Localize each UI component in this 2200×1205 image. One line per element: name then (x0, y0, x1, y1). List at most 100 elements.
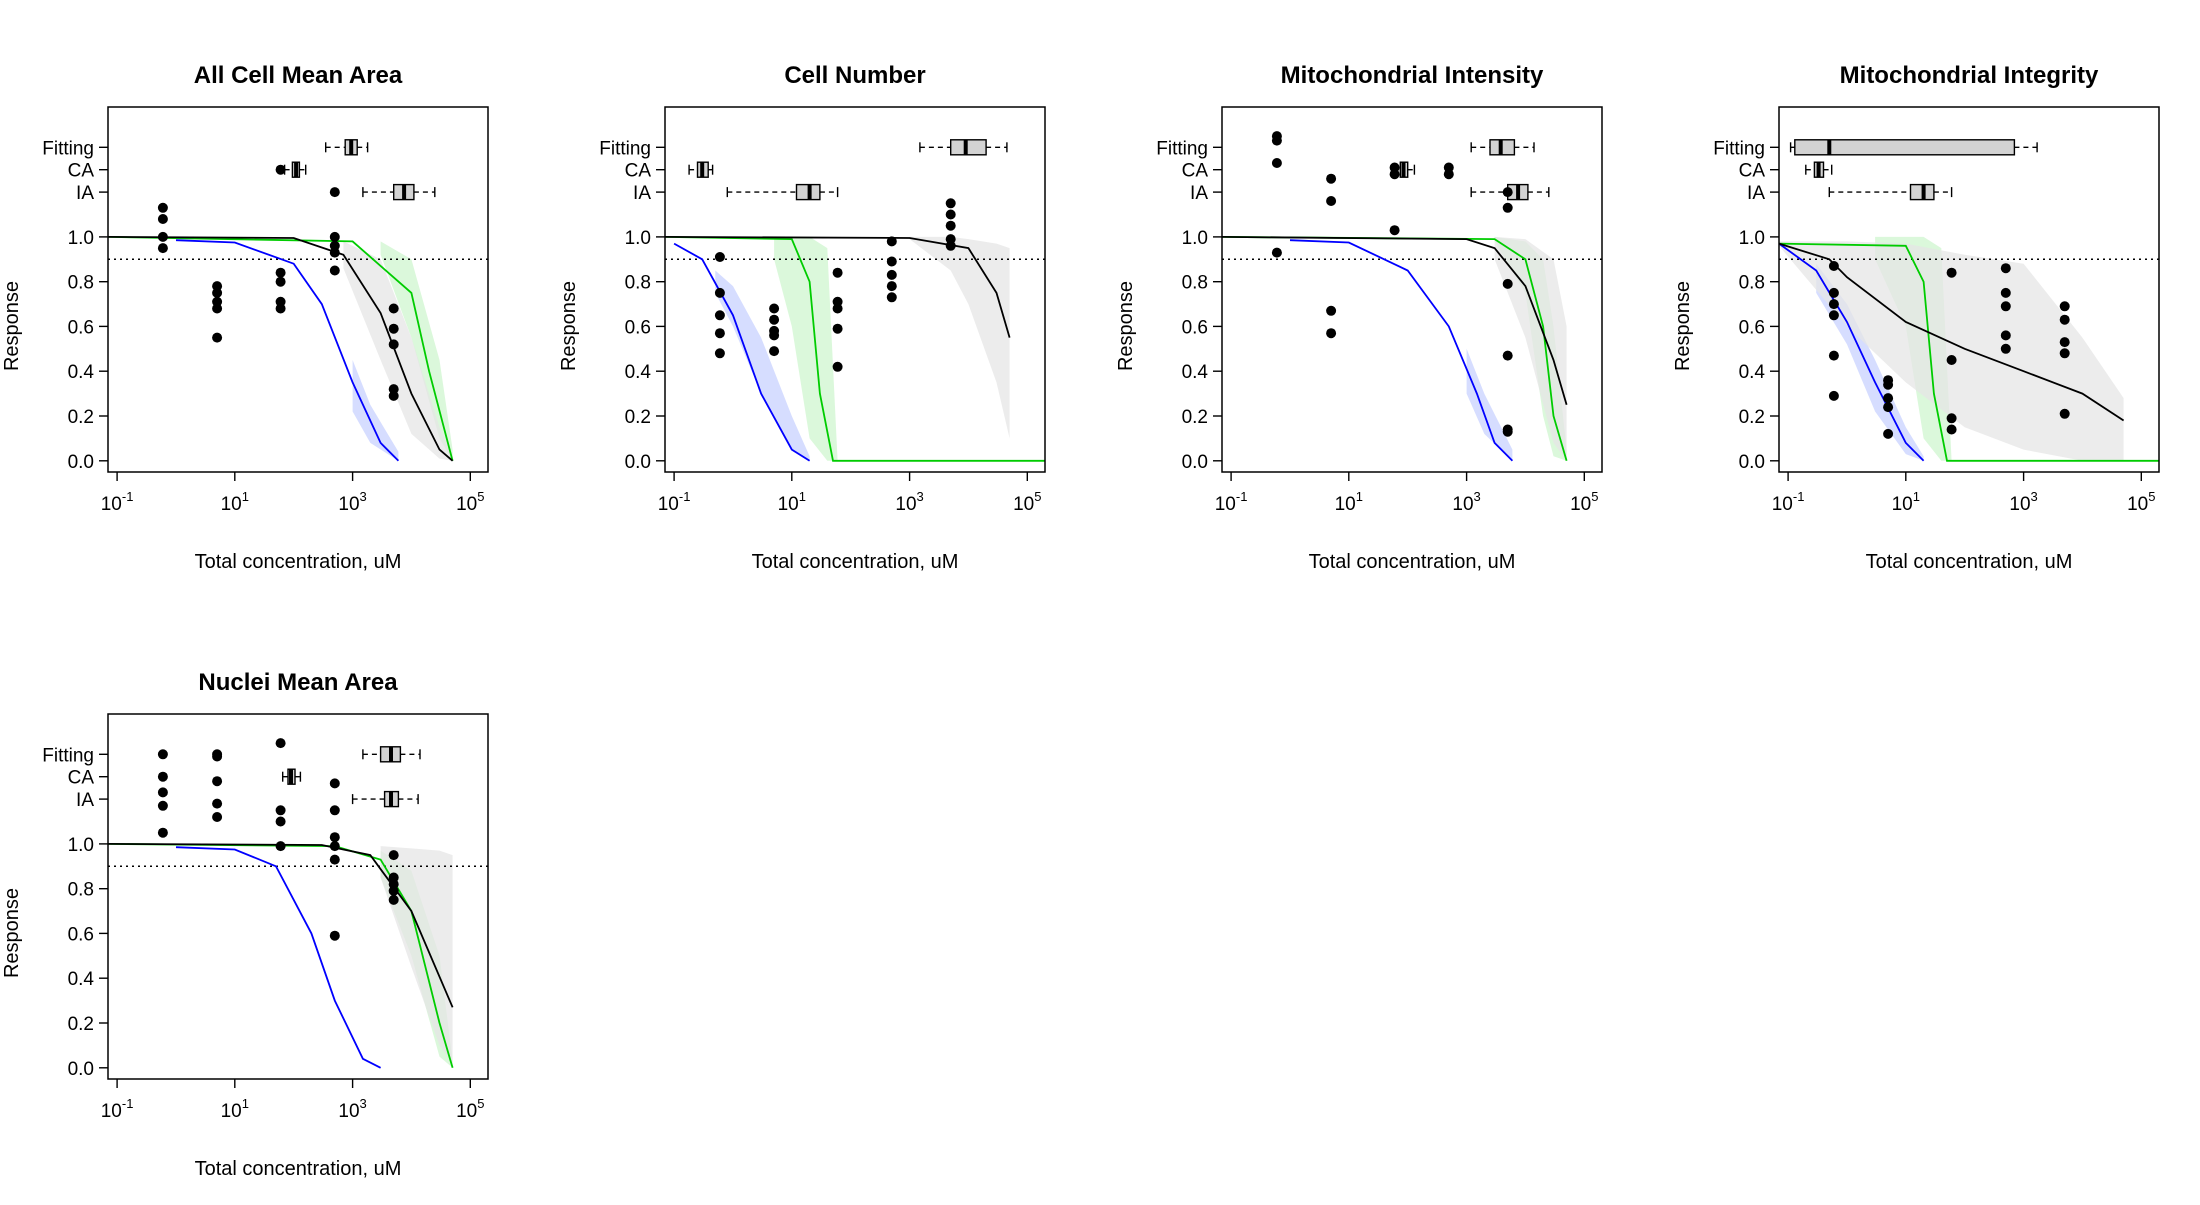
data-point (157, 202, 168, 213)
y-tick-label: 1.0 (68, 228, 94, 249)
data-point (769, 314, 780, 325)
curve-line (1221, 236, 1568, 406)
boxplot-ca (282, 768, 302, 785)
y-tick-label: 1.0 (625, 228, 651, 249)
y-tick-label: 0.2 (625, 407, 651, 428)
data-point (1828, 310, 1839, 321)
y-tick-label: 0.8 (68, 273, 94, 294)
data-point (2059, 301, 2070, 312)
x-tick-label: 101 (221, 489, 249, 515)
data-point (2000, 263, 2011, 274)
boxplot-label: IA (76, 183, 94, 204)
boxplot-label: CA (68, 161, 95, 182)
data-point (1326, 328, 1337, 339)
curve-line (664, 236, 1045, 462)
data-point (275, 841, 286, 852)
x-axis-label: Total concentration, uM (1866, 551, 2073, 573)
confidence-band (1466, 348, 1513, 461)
panel-title: Cell Number (784, 62, 925, 89)
data-point (886, 269, 897, 280)
data-point (1326, 173, 1337, 184)
boxplot-label: IA (1747, 183, 1765, 204)
data-point (157, 787, 168, 798)
boxplot-fitting (362, 746, 421, 763)
data-point (886, 256, 897, 267)
data-point (275, 816, 286, 827)
panel-title: All Cell Mean Area (194, 62, 403, 89)
boxplot-fitting (1470, 139, 1535, 156)
data-point (1502, 350, 1513, 361)
boxplot-label: Fitting (42, 745, 94, 766)
data-point (329, 805, 340, 816)
data-point (329, 841, 340, 852)
data-point (275, 805, 286, 816)
x-tick-label: 101 (221, 1096, 249, 1122)
data-point (388, 303, 399, 314)
panel-1: Cell Number 0.0 0.2 0.4 0.6 0.8 1.0 FittingCAIA… (558, 62, 1046, 573)
y-tick-label: 0.4 (68, 362, 95, 383)
data-point (157, 214, 168, 224)
boxplot-label: IA (633, 183, 651, 204)
data-point (1828, 390, 1839, 401)
y-tick-label: 0.6 (68, 317, 94, 338)
data-point (1326, 305, 1337, 316)
x-tick-label: 10-1 (658, 489, 691, 515)
data-point (329, 854, 340, 865)
x-tick-label: 10-1 (101, 489, 134, 515)
x-axis-label: Total concentration, uM (752, 551, 959, 573)
curve-line (175, 239, 400, 462)
data-point (945, 240, 956, 251)
data-point (945, 220, 956, 231)
confidence-band (909, 236, 1010, 439)
y-axis-label: Response (558, 281, 580, 371)
data-point (275, 303, 286, 314)
boxplot-label: Fitting (1156, 138, 1208, 159)
curve-line (1778, 242, 1925, 462)
plot-frame (1778, 106, 2160, 473)
data-point (388, 894, 399, 905)
data-point (388, 885, 399, 896)
data-point (1883, 393, 1894, 404)
x-tick-label: 105 (456, 1096, 484, 1122)
data-point (329, 247, 340, 258)
data-point (329, 778, 340, 789)
data-point (1443, 169, 1454, 180)
data-point (769, 330, 780, 341)
data-point (2000, 301, 2011, 312)
curve-line (107, 236, 454, 462)
data-point (157, 749, 168, 760)
data-point (714, 310, 725, 321)
data-point (714, 252, 725, 262)
data-point (329, 832, 340, 843)
boxplot-ia (1828, 183, 1953, 201)
y-tick-label: 0.8 (625, 273, 651, 294)
data-point (388, 390, 399, 401)
boxplot-label: Fitting (599, 138, 651, 159)
curve-line (107, 843, 454, 1008)
boxplot-ia (1470, 183, 1550, 201)
boxplot-label: CA (1739, 161, 1766, 182)
data-point (157, 771, 168, 782)
x-tick-label: 103 (338, 1096, 366, 1122)
curve-line (1289, 239, 1514, 462)
panel-2: Mitochondrial Intensity 0.0 0.2 0.4 0.6 0.8 1.… (1115, 62, 1603, 573)
data-point (275, 276, 286, 287)
y-axis-label: Response (1672, 281, 1694, 371)
data-point (1502, 426, 1513, 437)
y-tick-label: 0.4 (625, 362, 652, 383)
y-tick-label: 0.2 (68, 1014, 94, 1035)
curve-line (673, 242, 811, 462)
y-tick-label: 0.6 (1182, 317, 1208, 338)
data-point (329, 187, 340, 198)
data-point (2000, 330, 2011, 341)
x-tick-label: 101 (1892, 489, 1920, 515)
y-tick-label: 0.4 (1182, 362, 1209, 383)
curve-line (1778, 242, 2159, 462)
y-tick-label: 0.6 (625, 317, 651, 338)
boxplot-ia (362, 183, 436, 201)
data-point (1883, 402, 1894, 413)
data-point (1828, 299, 1839, 310)
x-tick-label: 101 (1335, 489, 1363, 515)
data-point (945, 198, 956, 209)
data-point (714, 328, 725, 339)
